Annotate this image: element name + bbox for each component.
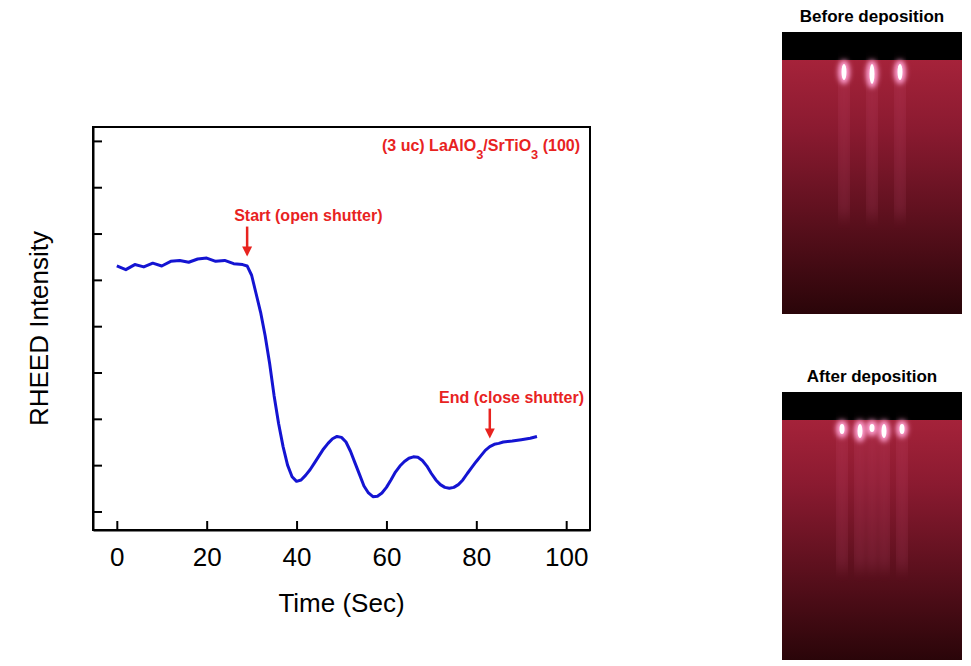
annotation-arrow [246, 227, 249, 249]
rheed-spot [858, 424, 863, 438]
rheed-spot-glow [866, 420, 878, 436]
canvas: 0 20 40 60 80 100 Time (Sec) RHEED Intensity (3 … [0, 0, 971, 666]
y-tick [93, 511, 102, 512]
y-tick [93, 465, 102, 466]
y-tick-mark [93, 418, 102, 420]
plot-frame [93, 127, 590, 530]
annotation: Start (open shutter) [234, 207, 382, 257]
x-tick-mark [296, 521, 298, 530]
x-tick-label: 40 [283, 542, 312, 572]
annotation-arrowhead [485, 429, 495, 439]
rheed-image-panel: After deposition [782, 367, 962, 660]
rheed-spot-glow [896, 420, 908, 438]
annotation-arrowhead [242, 247, 252, 257]
x-tick: 80 [462, 521, 491, 572]
y-axis-title: RHEED Intensity [24, 231, 54, 426]
x-tick-label: 20 [193, 542, 222, 572]
rheed-spot [882, 424, 887, 438]
rheed-streak [839, 422, 845, 569]
y-tick-mark [93, 233, 102, 235]
x-tick-label: 100 [545, 542, 588, 572]
rheed-spot-glow [838, 60, 850, 84]
y-tick [93, 187, 102, 188]
x-tick-label: 80 [462, 542, 491, 572]
rheed-spot-glow [894, 60, 906, 84]
x-tick: 0 [110, 521, 124, 572]
y-tick-mark [93, 140, 102, 142]
rheed-spot [870, 424, 875, 432]
y-tick-mark [93, 187, 102, 189]
y-axis [93, 128, 102, 531]
x-axis-line [94, 530, 591, 532]
chart-title: (3 uc) LaAlO3/SrTiO3 (100) [382, 137, 580, 162]
rheed-image [782, 392, 962, 660]
rheed-streak [899, 422, 905, 569]
x-tick: 40 [283, 521, 312, 572]
rheed-streak [881, 422, 887, 569]
rheed-streak [869, 422, 875, 569]
rheed-spot-glow [854, 420, 866, 442]
rheed-image [782, 32, 962, 314]
annotation: End (close shutter) [439, 389, 584, 439]
x-tick-mark [476, 521, 478, 530]
annotation-arrow [489, 409, 492, 431]
rheed-spot-glow [866, 60, 878, 88]
rheed-spot [900, 424, 905, 434]
y-tick [93, 280, 102, 281]
x-tick-label: 0 [110, 542, 124, 572]
x-tick-mark [386, 521, 388, 530]
y-tick [93, 419, 102, 420]
x-tick: 20 [193, 521, 222, 572]
x-axis: 0 20 40 60 80 100 [94, 521, 591, 572]
rheed-spot [842, 64, 847, 80]
x-axis-title: Time (Sec) [278, 588, 404, 618]
y-tick [93, 234, 102, 235]
x-tick: 100 [545, 521, 588, 572]
rheed-spot-glow [878, 420, 890, 442]
image-title: After deposition [807, 367, 937, 386]
y-tick [93, 326, 102, 327]
rheed-spot [898, 64, 903, 80]
x-tick-mark [116, 521, 118, 530]
rheed-shadow [782, 392, 962, 420]
y-tick-mark [93, 511, 102, 513]
plot-area [117, 258, 537, 497]
rheed-spot [870, 64, 875, 84]
y-tick [93, 141, 102, 142]
rheed-streak [841, 62, 847, 217]
rheed-spot-glow [836, 420, 848, 438]
y-tick [93, 373, 102, 374]
y-tick-mark [93, 326, 102, 328]
x-tick-label: 60 [372, 542, 401, 572]
rheed-streak [857, 422, 863, 569]
annotation-label: Start (open shutter) [234, 207, 382, 224]
rheed-shadow [782, 32, 962, 60]
rheed-image-panel: Before deposition [782, 7, 962, 314]
y-tick-mark [93, 279, 102, 281]
x-tick-mark [206, 521, 208, 530]
image-title: Before deposition [800, 7, 945, 26]
rheed-streak [897, 62, 903, 217]
data-line [117, 258, 537, 497]
y-tick-mark [93, 465, 102, 467]
x-tick-mark [566, 521, 568, 530]
annotation-label: End (close shutter) [439, 389, 584, 406]
x-tick: 60 [372, 521, 401, 572]
y-tick-mark [93, 372, 102, 374]
rheed-spot [840, 424, 845, 434]
